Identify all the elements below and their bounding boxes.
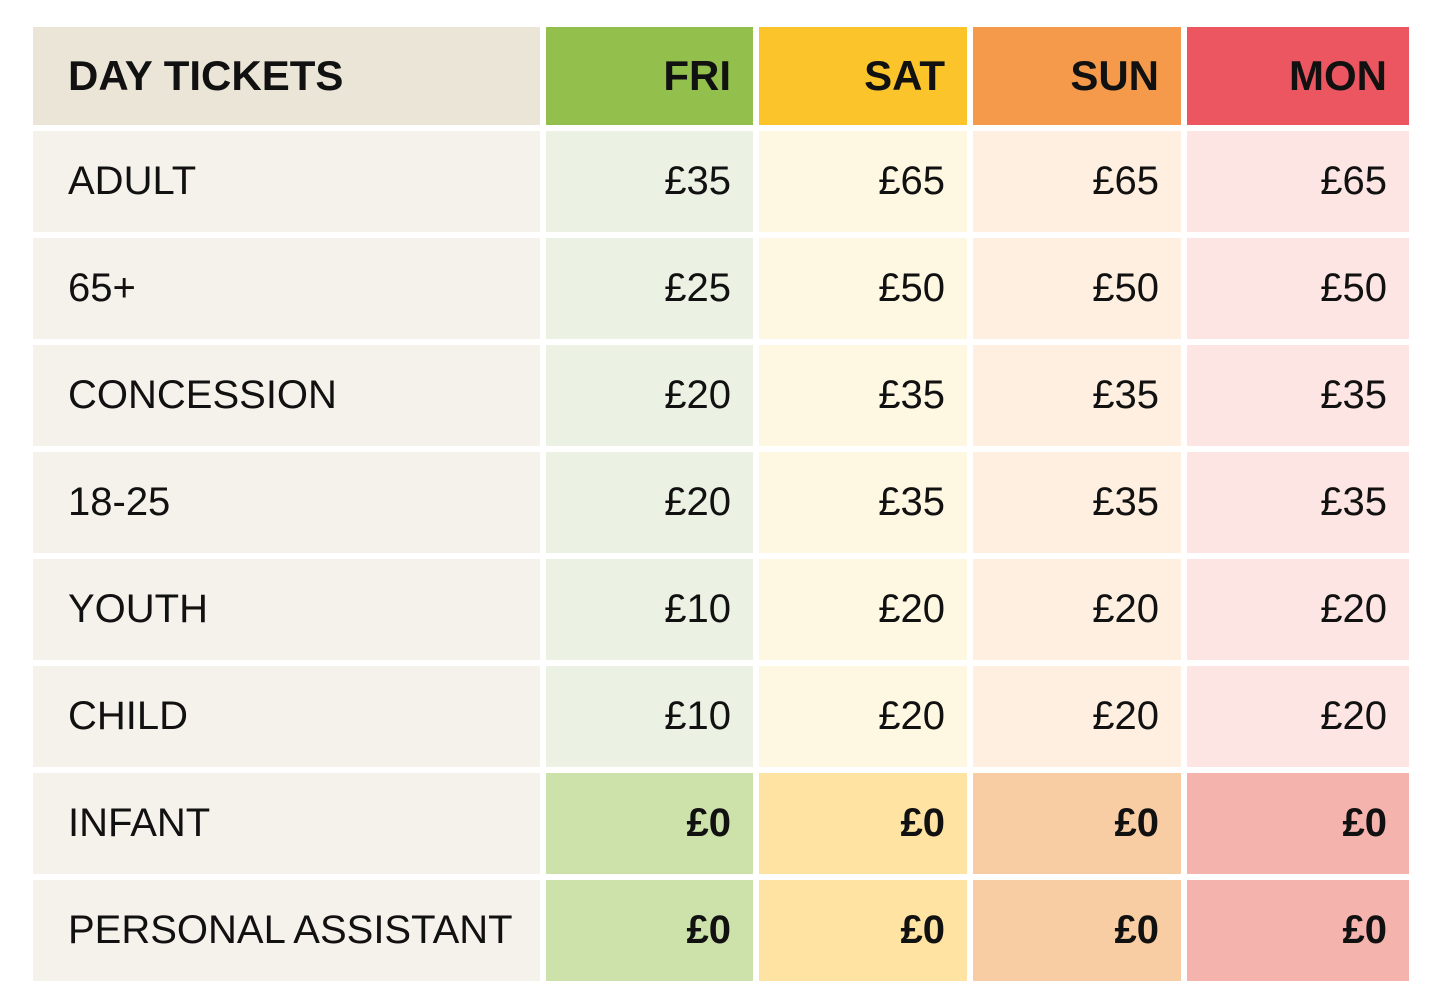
price: £35 <box>759 452 967 553</box>
price: £35 <box>546 131 753 232</box>
price: £0 <box>546 773 753 874</box>
day-header: SUN <box>973 27 1181 125</box>
price: £20 <box>546 345 753 446</box>
price: £65 <box>973 131 1181 232</box>
price: £0 <box>973 880 1181 981</box>
price: £0 <box>973 773 1181 874</box>
price: £20 <box>1187 559 1409 660</box>
ticket-type: PERSONAL ASSISTANT <box>33 880 540 981</box>
price: £50 <box>973 238 1181 339</box>
price: £20 <box>759 559 967 660</box>
price: £35 <box>1187 452 1409 553</box>
price: £50 <box>1187 238 1409 339</box>
ticket-table: DAY TICKETS FRI SAT SUN MON ADULT £35 £65 £65 £65… <box>33 27 1409 981</box>
price: £65 <box>1187 131 1409 232</box>
day-header: SAT <box>759 27 967 125</box>
price: £20 <box>759 666 967 767</box>
price: £0 <box>759 880 967 981</box>
table-title: DAY TICKETS <box>33 27 540 125</box>
price: £0 <box>546 880 753 981</box>
ticket-type: ADULT <box>33 131 540 232</box>
ticket-type: INFANT <box>33 773 540 874</box>
ticket-type: CONCESSION <box>33 345 540 446</box>
price: £35 <box>1187 345 1409 446</box>
price: £10 <box>546 666 753 767</box>
price: £20 <box>1187 666 1409 767</box>
ticket-type: 65+ <box>33 238 540 339</box>
price: £35 <box>973 452 1181 553</box>
price: £10 <box>546 559 753 660</box>
price: £35 <box>973 345 1181 446</box>
price: £65 <box>759 131 967 232</box>
price: £25 <box>546 238 753 339</box>
price: £20 <box>973 666 1181 767</box>
price: £0 <box>1187 880 1409 981</box>
ticket-type: YOUTH <box>33 559 540 660</box>
price: £50 <box>759 238 967 339</box>
price: £0 <box>759 773 967 874</box>
day-header: MON <box>1187 27 1409 125</box>
price: £35 <box>759 345 967 446</box>
price: £20 <box>546 452 753 553</box>
price: £20 <box>973 559 1181 660</box>
ticket-type: 18-25 <box>33 452 540 553</box>
day-header: FRI <box>546 27 753 125</box>
ticket-type: CHILD <box>33 666 540 767</box>
price: £0 <box>1187 773 1409 874</box>
